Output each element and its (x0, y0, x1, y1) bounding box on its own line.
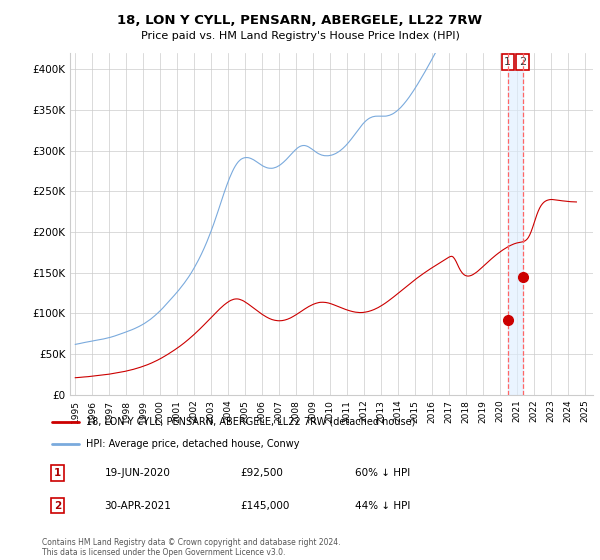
Text: 1: 1 (54, 468, 61, 478)
Text: 60% ↓ HPI: 60% ↓ HPI (355, 468, 410, 478)
Text: 1: 1 (504, 57, 511, 67)
Text: £92,500: £92,500 (241, 468, 283, 478)
Text: £145,000: £145,000 (241, 501, 290, 511)
Text: 18, LON Y CYLL, PENSARN, ABERGELE, LL22 7RW: 18, LON Y CYLL, PENSARN, ABERGELE, LL22 … (118, 14, 482, 27)
Text: Price paid vs. HM Land Registry's House Price Index (HPI): Price paid vs. HM Land Registry's House … (140, 31, 460, 41)
Text: 2: 2 (519, 57, 526, 67)
Bar (508, 53, 523, 395)
Text: 2: 2 (54, 501, 61, 511)
Text: 44% ↓ HPI: 44% ↓ HPI (355, 501, 410, 511)
Text: 19-JUN-2020: 19-JUN-2020 (104, 468, 170, 478)
Text: 18, LON Y CYLL, PENSARN, ABERGELE, LL22 7RW (detached house): 18, LON Y CYLL, PENSARN, ABERGELE, LL22 … (86, 417, 416, 427)
Text: HPI: Average price, detached house, Conwy: HPI: Average price, detached house, Conw… (86, 438, 300, 449)
Text: 30-APR-2021: 30-APR-2021 (104, 501, 172, 511)
Text: Contains HM Land Registry data © Crown copyright and database right 2024.
This d: Contains HM Land Registry data © Crown c… (42, 538, 341, 557)
